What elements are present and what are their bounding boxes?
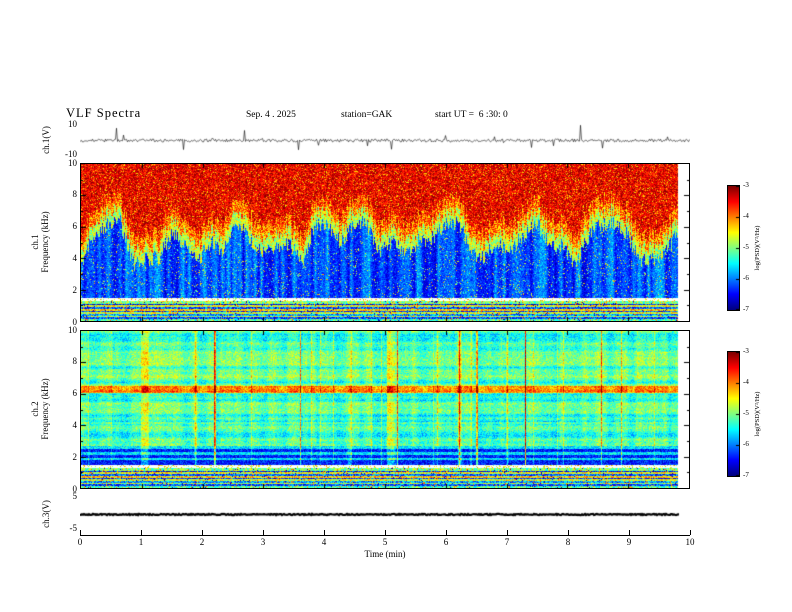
- ch1-colorbar-label: log(PSD)(V²/Hz): [754, 225, 761, 271]
- ch2-spec-y-tick-label: 8: [72, 356, 78, 367]
- ch2-frequency-axis-label-line2: Frequency (kHz): [40, 378, 50, 440]
- x-tick-label: 2: [199, 537, 205, 547]
- ch3-voltage-axis-label: ch.3(V): [41, 500, 51, 528]
- ch1-colorbar-tick-label: -3: [743, 181, 749, 189]
- ch1-colorbar-tick-label: -7: [743, 305, 749, 313]
- ch2-spec-y-tick-label: 2: [72, 451, 78, 462]
- ch2-colorbar: [727, 351, 740, 477]
- ch1-colorbar-tick-label: -4: [743, 212, 749, 220]
- axis-tick: [141, 530, 142, 535]
- ch3-panel: [80, 494, 690, 536]
- axis-tick: [629, 530, 630, 535]
- ch1-frequency-axis-label: ch.1 Frequency (kHz): [30, 172, 50, 312]
- ch2-colorbar-tick-label: -5: [743, 409, 749, 417]
- x-tick-label: 3: [260, 537, 266, 547]
- ch1-spec-y-tick-label: 0: [72, 316, 78, 327]
- figure-start-ut: start UT = 6 :30: 0: [435, 110, 508, 120]
- ch1-colorbar: [727, 185, 740, 311]
- ch1-spec-y-tick-label: 2: [72, 284, 78, 295]
- axis-tick: [568, 530, 569, 535]
- figure-station: station=GAK: [341, 110, 393, 120]
- ch2-colorbar-label: log(PSD)(V²/Hz): [754, 391, 761, 437]
- ch2-spec-y-tick-label: 6: [72, 388, 78, 399]
- ch3-waveform-plot: [80, 494, 690, 535]
- x-tick-label: 5: [382, 537, 388, 547]
- x-tick-label: 8: [565, 537, 571, 547]
- x-tick-label: 1: [138, 537, 144, 547]
- x-tick-label: 6: [443, 537, 449, 547]
- ch1-colorbar-gradient: [728, 186, 739, 310]
- x-tick-label: 10: [685, 537, 695, 547]
- x-tick-label: 7: [504, 537, 510, 547]
- x-tick-label: 9: [626, 537, 632, 547]
- x-tick-label: 4: [321, 537, 327, 547]
- axis-tick: [446, 530, 447, 535]
- ch1-wave-y-tick-label: 10: [68, 119, 77, 129]
- ch1-frequency-axis-label-line2: Frequency (kHz): [40, 211, 50, 273]
- ch2-colorbar-tick-label: -7: [743, 471, 749, 479]
- ch2-frequency-axis-label-line1: ch.2: [30, 401, 40, 417]
- ch1-spec-y-tick-label: 4: [72, 252, 78, 263]
- ch1-spec-y-tick-label: 6: [72, 221, 78, 232]
- ch1-spectrogram-panel: [80, 163, 690, 322]
- time-axis-label: Time (min): [364, 549, 406, 559]
- ch2-colorbar-tick-label: -4: [743, 378, 749, 386]
- ch3-wave-y-tick-label: -5: [69, 523, 78, 533]
- x-tick-label: 0: [77, 537, 83, 547]
- axis-tick: [385, 530, 386, 535]
- ch2-spec-y-tick-label: 10: [68, 324, 77, 335]
- figure-title: VLF Spectra: [66, 106, 142, 120]
- ch1-colorbar-tick-label: -5: [743, 243, 749, 251]
- axis-tick: [324, 530, 325, 535]
- ch2-frequency-axis-label: ch.2 Frequency (kHz): [30, 339, 50, 479]
- ch2-colorbar-gradient: [728, 352, 739, 476]
- ch1-spec-y-tick-label: 10: [68, 157, 77, 168]
- ch2-spectrogram: [81, 331, 689, 488]
- axis-tick: [263, 530, 264, 535]
- axis-tick: [690, 530, 691, 535]
- ch2-spec-y-tick-label: 0: [72, 483, 78, 494]
- ch3-wave-y-tick-label: 5: [72, 491, 78, 501]
- figure-date: Sep. 4 . 2025: [246, 110, 296, 120]
- axis-tick: [80, 530, 81, 535]
- ch1-spec-y-tick-label: 8: [72, 189, 78, 200]
- ch1-wave-y-tick-label: -10: [65, 149, 77, 159]
- ch1-colorbar-tick-label: -6: [743, 274, 749, 282]
- ch2-spec-y-tick-label: 4: [72, 419, 78, 430]
- ch2-colorbar-tick-label: -3: [743, 347, 749, 355]
- ch1-frequency-axis-label-line1: ch.1: [30, 234, 40, 250]
- ch2-spectrogram-panel: [80, 330, 690, 489]
- axis-tick: [507, 530, 508, 535]
- axis-tick: [202, 530, 203, 535]
- ch1-spectrogram: [81, 164, 689, 321]
- ch2-colorbar-tick-label: -6: [743, 440, 749, 448]
- ch1-waveform-plot: [80, 124, 690, 157]
